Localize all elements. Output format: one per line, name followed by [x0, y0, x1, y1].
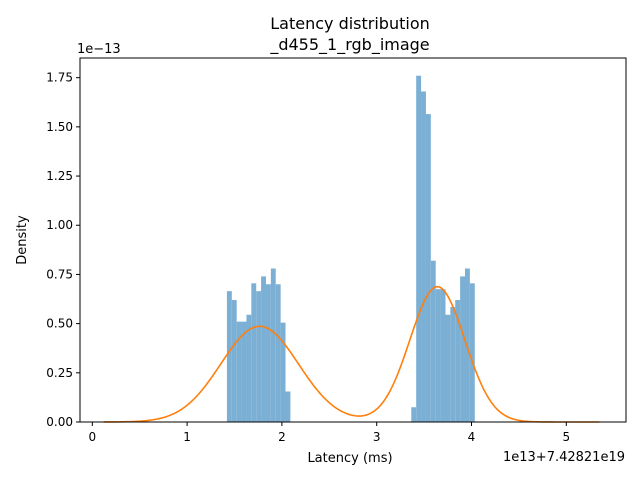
histogram-bar [251, 283, 257, 422]
histogram-bar [275, 284, 281, 422]
histogram-bar [425, 114, 431, 422]
x-tick-label: 2 [278, 430, 286, 444]
x-tick-label: 1 [183, 430, 191, 444]
x-tick-label: 0 [89, 430, 97, 444]
y-scale-label: 1e−13 [77, 42, 121, 57]
histogram-bar [270, 268, 276, 422]
y-tick-label: 1.75 [46, 71, 73, 85]
plot-area-frame [79, 57, 627, 423]
x-tick-label: 4 [468, 430, 476, 444]
y-tick-label: 0.50 [46, 317, 73, 331]
histogram-bar [450, 306, 456, 422]
y-tick-label: 0.75 [46, 267, 73, 281]
x-tick-label: 3 [373, 430, 381, 444]
histogram-bar [226, 291, 232, 422]
histogram-bar [241, 321, 247, 422]
histogram-bar [231, 300, 237, 422]
histogram-bar [256, 291, 262, 422]
y-tick-label: 1.25 [46, 169, 73, 183]
x-axis-label: Latency (ms) [307, 451, 392, 466]
histogram-bar [469, 283, 475, 422]
histogram-bar [455, 300, 461, 422]
histogram-bar [285, 391, 291, 422]
histogram-bar [416, 75, 422, 423]
histogram-bar [445, 314, 451, 422]
histogram-bar [411, 407, 417, 422]
chart-subtitle: _d455_1_rgb_image [269, 35, 429, 55]
y-tick-label: 1.50 [46, 120, 73, 134]
histogram-bar [236, 321, 242, 422]
y-tick-label: 1.00 [46, 218, 73, 232]
y-tick-label: 0.25 [46, 366, 73, 380]
x-tick-label: 5 [562, 430, 570, 444]
histogram-bar [460, 276, 465, 422]
x-offset-label: 1e13+7.42821e19 [503, 450, 625, 465]
histogram-bar [430, 260, 436, 422]
kde-curve [103, 285, 600, 423]
histogram-bars [226, 75, 475, 423]
histogram-bar [280, 322, 286, 422]
histogram-bar [440, 289, 446, 422]
histogram-bar [435, 289, 441, 422]
y-tick-label: 0.00 [46, 415, 73, 429]
chart-title: Latency distribution [270, 14, 430, 33]
histogram-bar [246, 314, 252, 422]
histogram-bar [265, 284, 271, 422]
y-axis: 0.00 0.25 0.50 0.75 1.00 1.25 1.50 1.75 [46, 71, 80, 429]
y-axis-label: Density [15, 215, 30, 265]
kde-line [103, 285, 600, 423]
x-axis: 0 1 2 3 4 5 [89, 422, 570, 444]
histogram-bar [261, 276, 266, 422]
histogram-bar [421, 91, 426, 423]
